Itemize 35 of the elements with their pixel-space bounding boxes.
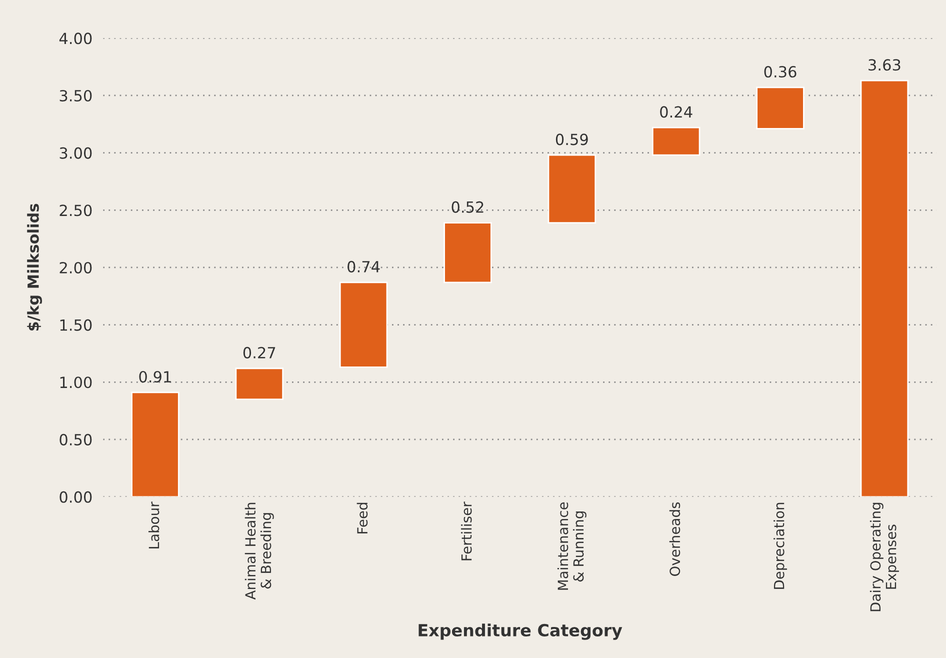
y-tick-label: 1.00: [60, 376, 92, 388]
data-label: 0.27: [243, 346, 276, 358]
y-tick-label: 2.00: [60, 262, 92, 274]
x-tick-label: Maintenance & Running: [557, 502, 586, 590]
x-tick-label: Overheads: [669, 502, 680, 576]
x-tick-label: Fertiliser: [461, 502, 472, 560]
data-label: 3.63: [868, 59, 900, 71]
y-axis-title: $/kg Milksolids: [27, 204, 42, 331]
data-label: 0.24: [660, 106, 692, 118]
y-tick-label: 3.50: [60, 90, 92, 102]
bar: [548, 154, 596, 224]
data-label: 0.52: [452, 201, 484, 213]
x-tick-label: Dairy Operating Expenses: [870, 502, 899, 612]
bar: [652, 126, 700, 156]
y-tick-label: 4.00: [59, 32, 92, 44]
bar: [235, 368, 284, 400]
y-tick-label: 2.50: [60, 204, 92, 216]
y-tick-label: 1.50: [60, 319, 92, 331]
y-tick-label: 0.50: [60, 434, 92, 446]
x-tick-label: Animal Health & Breeding: [244, 502, 274, 600]
x-tick-label: Labour: [148, 502, 160, 548]
data-label: 0.59: [556, 134, 588, 146]
data-label: 0.36: [764, 66, 796, 78]
x-tick-label: Depreciation: [774, 502, 787, 589]
data-label: 0.74: [348, 260, 380, 272]
data-label: 0.91: [139, 370, 171, 383]
bar: [131, 392, 180, 497]
bar: [339, 282, 388, 368]
x-tick-label: Feed: [356, 502, 368, 534]
bar: [444, 222, 492, 284]
y-tick-label: 0.00: [60, 491, 92, 503]
bar: [860, 80, 909, 497]
y-tick-label: 3.00: [60, 147, 92, 159]
bar: [756, 86, 804, 130]
x-axis-title: Expenditure Category: [418, 624, 622, 640]
